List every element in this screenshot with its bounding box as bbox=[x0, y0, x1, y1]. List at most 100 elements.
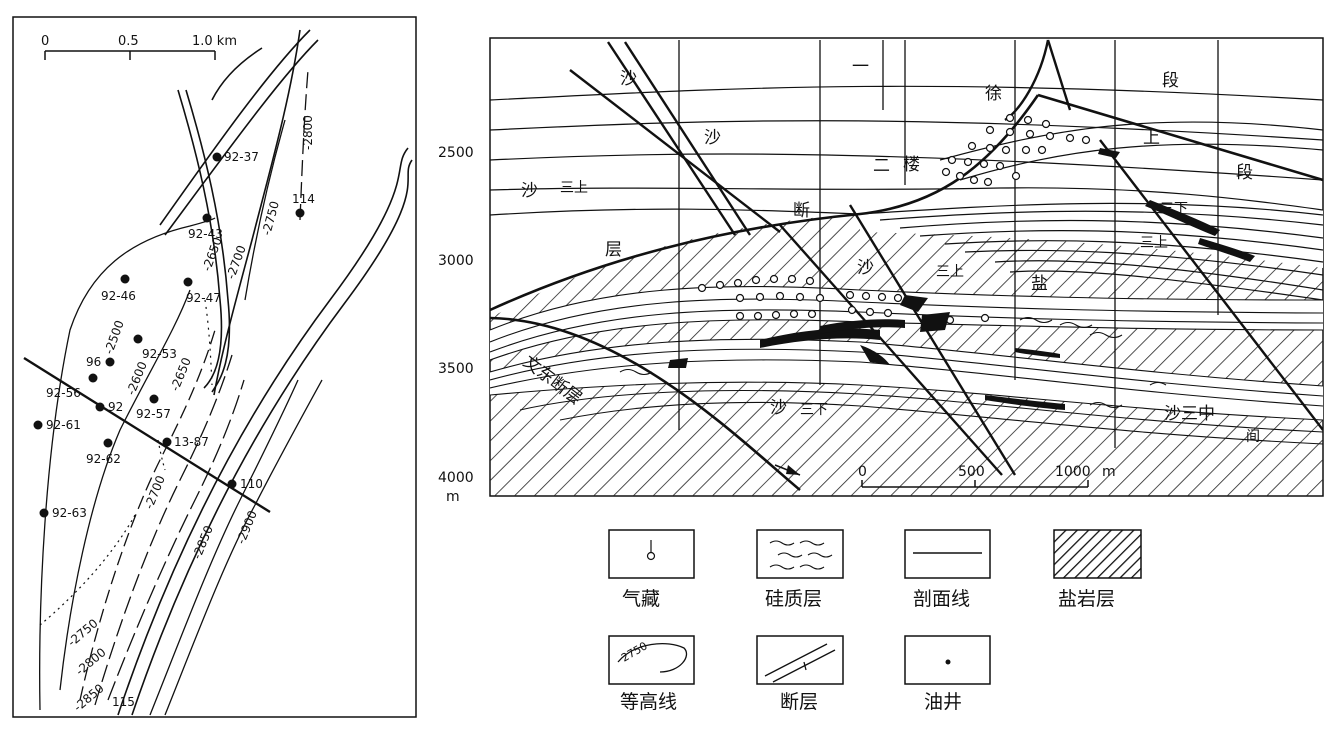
section-label: 沙 bbox=[521, 181, 538, 201]
legend-item-gas: 气藏 bbox=[608, 529, 695, 610]
depth-axis: 2500 3000 3500 4000 m bbox=[438, 145, 474, 505]
contour-label: -2850 bbox=[71, 681, 107, 714]
map-scale-tick: 0 bbox=[41, 34, 49, 49]
well-label: 110 bbox=[240, 477, 263, 491]
well-label: 96 bbox=[86, 355, 101, 369]
map-scale-tick: 1.0 km bbox=[192, 34, 237, 49]
legend-item-contour: 2750 等高线 bbox=[608, 635, 695, 713]
section-scale-tick: 0 bbox=[858, 464, 867, 480]
section-label: 三上 bbox=[1140, 235, 1168, 251]
contour-label: -2800 bbox=[73, 645, 109, 678]
section-label: 三下 bbox=[1160, 201, 1188, 217]
fault-icon bbox=[764, 643, 836, 683]
gas-reservoir-icon bbox=[646, 540, 656, 561]
oil-well-marker bbox=[39, 508, 49, 518]
contour-sample-label: 2750 bbox=[619, 639, 650, 664]
well-label: 92-53 bbox=[142, 347, 177, 361]
well-label: 92-43 bbox=[188, 227, 223, 241]
map-frame bbox=[12, 16, 417, 718]
well-label: 92-61 bbox=[46, 418, 81, 432]
contour-label: -2600 bbox=[124, 360, 150, 398]
legend-label: 断层 bbox=[780, 691, 818, 713]
depth-tick: 4000 bbox=[438, 470, 474, 486]
contour-label: -2650 bbox=[168, 356, 194, 394]
contour-label: -2800 bbox=[301, 115, 315, 150]
legend-label: 气藏 bbox=[622, 588, 660, 610]
section-label: 段 bbox=[1162, 71, 1179, 91]
section-label: 间 bbox=[1246, 429, 1260, 445]
well-label: 92-47 bbox=[186, 291, 221, 305]
section-label: 三下 bbox=[800, 402, 828, 418]
salt-layer-icon bbox=[1053, 529, 1142, 579]
depth-tick: 2500 bbox=[438, 145, 474, 161]
map-faults bbox=[117, 29, 413, 716]
well-label: 13-87 bbox=[174, 435, 209, 449]
section-label: 沙 bbox=[620, 69, 637, 89]
oil-well-marker bbox=[95, 402, 105, 412]
oil-bodies bbox=[668, 148, 1255, 410]
section-label: 沙 bbox=[857, 258, 874, 278]
section-label: 沙 bbox=[704, 128, 721, 148]
well-label: 92-62 bbox=[86, 452, 121, 466]
well-label: 92-37 bbox=[224, 150, 259, 164]
well-label: 92-57 bbox=[136, 407, 171, 421]
legend-item-oil-well: 油井 bbox=[904, 635, 991, 713]
section-label: 三上 bbox=[560, 180, 588, 196]
oil-well-marker bbox=[212, 152, 222, 162]
oil-well-marker bbox=[162, 437, 172, 447]
oil-well-marker bbox=[33, 420, 43, 430]
well-label: 92 bbox=[108, 400, 123, 414]
well-label: 115 bbox=[112, 695, 135, 709]
contour-label: -2700 bbox=[224, 243, 249, 281]
depth-tick: 3000 bbox=[438, 253, 474, 269]
section-label: 层 bbox=[605, 240, 622, 260]
depth-tick: 3500 bbox=[438, 361, 474, 377]
contour-label: -2900 bbox=[234, 509, 260, 547]
contour-label: -2500 bbox=[102, 318, 127, 356]
section-label: 徐 bbox=[985, 84, 1002, 104]
contour-label: -2700 bbox=[142, 474, 168, 512]
legend-label: 盐岩层 bbox=[1058, 588, 1115, 610]
well-label: 92-56 bbox=[46, 386, 81, 400]
oil-well-marker bbox=[149, 394, 159, 404]
well-label: 114 bbox=[292, 192, 315, 206]
siliceous-layer-icon bbox=[769, 540, 833, 570]
section-label: 断 bbox=[793, 201, 810, 221]
section-scale-bar: 0 500 1000 m bbox=[858, 464, 1116, 488]
section-scale-tick: 1000 bbox=[1055, 464, 1091, 480]
legend-item-salt: 盐岩层 bbox=[1053, 529, 1142, 610]
depth-unit: m bbox=[446, 489, 460, 505]
oil-well-marker bbox=[183, 277, 193, 287]
section-label: 沙三中 bbox=[1164, 404, 1215, 424]
section-label: 二 bbox=[873, 156, 890, 176]
legend: 气藏 硅质层 剖面线 盐岩层 2750 等高线 bbox=[608, 529, 1142, 713]
oil-well-marker bbox=[202, 213, 212, 223]
section-label: 盐 bbox=[1031, 274, 1048, 294]
contour-label: -2750 bbox=[65, 616, 101, 649]
section-label: 三上 bbox=[936, 264, 964, 280]
movement-arrow bbox=[774, 464, 801, 476]
legend-item-fault: 断层 bbox=[756, 635, 844, 713]
legend-item-section-line: 剖面线 bbox=[904, 529, 991, 610]
section-label: 一 bbox=[852, 57, 869, 77]
cross-section: 2500 3000 3500 4000 m 沙 一 徐 段 沙 上 二 楼 段 … bbox=[438, 37, 1324, 505]
structure-map: 0 0.5 1.0 km bbox=[12, 16, 417, 718]
legend-label: 剖面线 bbox=[913, 588, 970, 610]
well-label: 92-63 bbox=[52, 506, 87, 520]
section-label: 上 bbox=[1143, 128, 1160, 148]
oil-well-marker bbox=[295, 208, 305, 218]
well-label: 92-46 bbox=[101, 289, 136, 303]
oil-well-marker bbox=[88, 373, 98, 383]
contour-icon: 2750 bbox=[617, 639, 688, 673]
legend-item-siliceous: 硅质层 bbox=[756, 529, 844, 610]
section-label: 段 bbox=[1236, 163, 1253, 183]
section-label: 沙 bbox=[770, 398, 787, 418]
legend-label: 等高线 bbox=[620, 691, 677, 713]
oil-well-marker bbox=[133, 334, 143, 344]
map-scale-bar: 0 0.5 1.0 km bbox=[41, 34, 237, 60]
oil-well-marker bbox=[103, 438, 113, 448]
contour-label: -2650 bbox=[200, 235, 225, 273]
contour-label: -2850 bbox=[190, 524, 216, 562]
oil-well-marker bbox=[120, 274, 130, 284]
